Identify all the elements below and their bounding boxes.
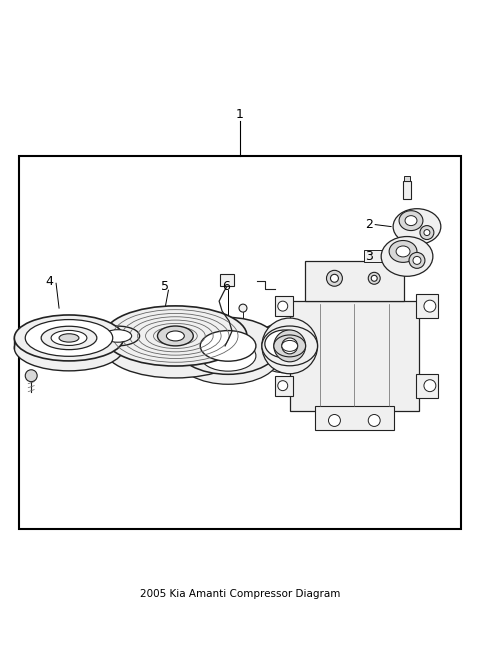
Ellipse shape bbox=[41, 326, 97, 350]
Bar bbox=[275, 297, 293, 316]
Circle shape bbox=[330, 274, 338, 282]
Circle shape bbox=[278, 301, 288, 311]
Circle shape bbox=[371, 276, 377, 281]
Ellipse shape bbox=[265, 330, 305, 358]
Ellipse shape bbox=[176, 318, 280, 375]
Bar bbox=[403, 181, 411, 199]
Ellipse shape bbox=[51, 331, 87, 346]
Text: 2: 2 bbox=[365, 218, 373, 231]
Ellipse shape bbox=[399, 211, 423, 230]
Circle shape bbox=[239, 304, 247, 312]
Ellipse shape bbox=[104, 306, 247, 366]
Bar bbox=[416, 374, 438, 398]
Circle shape bbox=[424, 380, 436, 392]
Bar bbox=[220, 274, 234, 286]
Circle shape bbox=[424, 300, 436, 312]
Text: 4: 4 bbox=[45, 275, 53, 288]
Ellipse shape bbox=[176, 327, 280, 384]
Bar bbox=[275, 376, 293, 396]
Circle shape bbox=[368, 272, 380, 284]
Ellipse shape bbox=[396, 246, 410, 257]
Ellipse shape bbox=[255, 323, 314, 365]
Text: 1: 1 bbox=[236, 108, 244, 121]
Circle shape bbox=[25, 370, 37, 382]
Bar bbox=[19, 156, 461, 529]
Text: 2005 Kia Amanti Compressor Diagram: 2005 Kia Amanti Compressor Diagram bbox=[140, 590, 340, 600]
Ellipse shape bbox=[255, 331, 314, 373]
Circle shape bbox=[278, 380, 288, 390]
Circle shape bbox=[274, 330, 306, 362]
Ellipse shape bbox=[393, 209, 441, 245]
Ellipse shape bbox=[104, 330, 132, 342]
Ellipse shape bbox=[59, 334, 79, 342]
Ellipse shape bbox=[381, 237, 433, 276]
Circle shape bbox=[262, 318, 318, 374]
Circle shape bbox=[326, 270, 342, 286]
Ellipse shape bbox=[389, 241, 417, 262]
Ellipse shape bbox=[405, 216, 417, 226]
Ellipse shape bbox=[262, 326, 318, 366]
Ellipse shape bbox=[14, 325, 124, 371]
Circle shape bbox=[368, 415, 380, 426]
Text: 3: 3 bbox=[365, 250, 373, 263]
Circle shape bbox=[282, 338, 298, 354]
Text: 5: 5 bbox=[161, 279, 169, 293]
Circle shape bbox=[424, 230, 430, 236]
Bar bbox=[314, 405, 394, 430]
Circle shape bbox=[413, 256, 421, 264]
Circle shape bbox=[420, 226, 434, 239]
Bar bbox=[404, 176, 410, 181]
Ellipse shape bbox=[96, 326, 140, 346]
Text: 6: 6 bbox=[222, 279, 230, 293]
Ellipse shape bbox=[157, 326, 193, 346]
Ellipse shape bbox=[167, 331, 184, 341]
Circle shape bbox=[409, 253, 425, 268]
Bar bbox=[364, 251, 384, 262]
Ellipse shape bbox=[200, 331, 256, 361]
Bar bbox=[305, 261, 404, 301]
Circle shape bbox=[328, 415, 340, 426]
Bar bbox=[290, 301, 419, 411]
Ellipse shape bbox=[25, 319, 113, 356]
Ellipse shape bbox=[200, 340, 256, 371]
Ellipse shape bbox=[96, 332, 140, 352]
Ellipse shape bbox=[104, 318, 247, 378]
Ellipse shape bbox=[274, 335, 306, 357]
Bar bbox=[416, 294, 438, 318]
Ellipse shape bbox=[282, 340, 298, 352]
Ellipse shape bbox=[14, 315, 124, 361]
